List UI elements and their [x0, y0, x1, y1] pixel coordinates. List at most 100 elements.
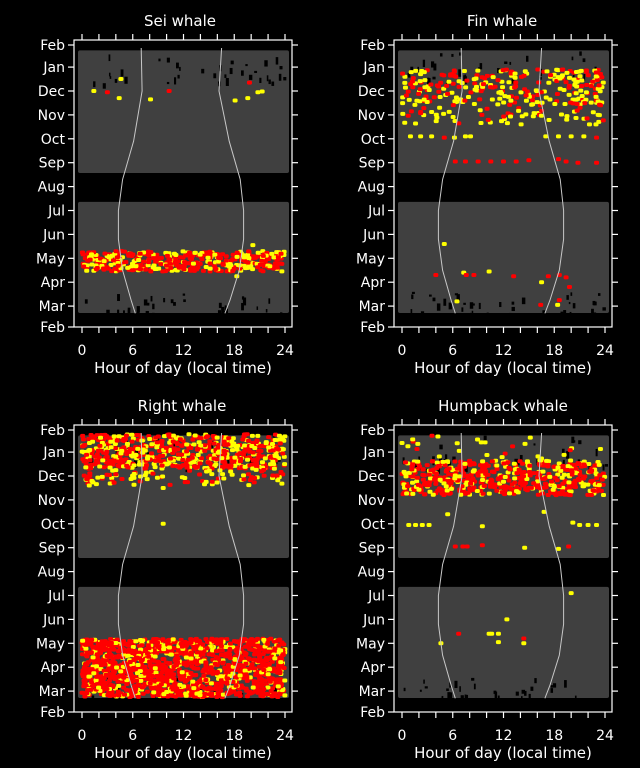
- gap-mark: [550, 685, 553, 688]
- detection-mark: [472, 81, 478, 86]
- detection-mark: [191, 646, 197, 651]
- detection-mark: [123, 260, 129, 265]
- gap-mark: [494, 691, 498, 699]
- gap-mark: [422, 59, 426, 68]
- detection-mark: [274, 473, 280, 478]
- detection-mark: [158, 255, 164, 260]
- detection-mark: [255, 455, 261, 460]
- detections: [79, 77, 287, 279]
- detection-mark: [511, 461, 517, 466]
- detection-mark: [541, 463, 547, 468]
- detection-mark: [568, 458, 574, 463]
- detection-mark: [215, 445, 221, 450]
- detection-mark: [113, 446, 119, 451]
- detection-mark: [485, 472, 491, 477]
- y-tick-label: Jan: [42, 445, 65, 461]
- detection-mark: [173, 694, 179, 699]
- detection-mark: [237, 459, 243, 464]
- detection-mark: [262, 259, 268, 264]
- detection-mark: [402, 120, 408, 125]
- gap-mark: [175, 62, 179, 69]
- detection-mark: [262, 456, 268, 461]
- panel-humpback-whale: Feb Mar Apr May Jun Jul Aug Sep Oct Nov Dec Jan Feb 0…: [356, 397, 618, 762]
- detection-mark: [415, 482, 421, 487]
- detection-mark: [113, 249, 119, 254]
- detection-mark: [95, 475, 101, 480]
- gap-mark: [447, 692, 451, 699]
- detection-mark: [144, 477, 150, 482]
- detection-mark: [597, 89, 603, 94]
- detection-mark: [99, 440, 105, 445]
- detection-mark: [428, 476, 434, 481]
- detection-point: [555, 302, 561, 307]
- detection-mark: [261, 667, 267, 672]
- detection-mark: [560, 481, 566, 486]
- detection-mark: [453, 95, 459, 100]
- detection-mark: [512, 71, 518, 76]
- detection-mark: [157, 690, 163, 695]
- detection-mark: [427, 489, 433, 494]
- detection-mark: [255, 643, 261, 648]
- detection-mark: [487, 484, 493, 489]
- gap-mark: [578, 440, 582, 445]
- gap-mark: [93, 81, 96, 88]
- detection-mark: [170, 687, 176, 692]
- detection-mark: [202, 448, 208, 453]
- detection-point: [555, 134, 561, 139]
- detection-mark: [573, 97, 579, 102]
- detection-mark: [505, 111, 511, 116]
- detection-mark: [450, 81, 456, 86]
- gap-mark: [182, 293, 186, 296]
- detection-mark: [596, 113, 602, 118]
- gap-mark: [202, 697, 206, 701]
- detection-mark: [254, 464, 260, 469]
- detection-mark: [495, 78, 501, 83]
- detection-mark: [159, 444, 165, 449]
- detection-mark: [232, 657, 238, 662]
- detection-mark: [138, 678, 144, 683]
- y-tick-label: Apr: [361, 275, 385, 291]
- detection-mark: [81, 443, 87, 448]
- detection-mark: [164, 253, 170, 258]
- x-tick-label: 0: [78, 728, 87, 744]
- detection-mark: [557, 86, 563, 91]
- detection-mark: [577, 74, 583, 79]
- detection-mark: [574, 79, 580, 84]
- detection-mark: [86, 674, 92, 679]
- gap-mark: [224, 74, 227, 78]
- detection-mark: [572, 485, 578, 490]
- detection-mark: [278, 251, 284, 256]
- detection-mark: [158, 682, 164, 687]
- detection-mark: [182, 476, 188, 481]
- detection-mark: [582, 101, 588, 106]
- detection-mark: [140, 691, 146, 696]
- detection-mark: [474, 73, 480, 78]
- detection-mark: [265, 637, 271, 642]
- detection-mark: [278, 660, 284, 665]
- detection-mark: [506, 465, 512, 470]
- gap-mark: [514, 458, 518, 463]
- detection-point: [463, 273, 469, 278]
- x-tick-label: 12: [175, 728, 193, 744]
- detection-mark: [512, 476, 518, 481]
- detection-mark: [87, 257, 93, 262]
- detection-mark: [405, 444, 411, 449]
- detection-mark: [192, 658, 198, 663]
- detection-mark: [241, 477, 247, 482]
- detection-mark: [256, 653, 262, 658]
- detection-mark: [136, 462, 142, 467]
- detection-mark: [91, 645, 97, 650]
- detection-mark: [524, 459, 530, 464]
- detection-mark: [114, 255, 120, 260]
- detection-mark: [416, 487, 422, 492]
- detection-mark: [268, 462, 274, 467]
- gap-mark: [436, 303, 441, 311]
- detection-mark: [478, 120, 484, 125]
- detection-mark: [271, 666, 277, 671]
- detection-mark: [523, 112, 529, 117]
- gap-mark: [145, 310, 149, 316]
- gap-mark: [439, 444, 443, 450]
- detection-mark: [98, 676, 104, 681]
- detection-mark: [279, 663, 285, 668]
